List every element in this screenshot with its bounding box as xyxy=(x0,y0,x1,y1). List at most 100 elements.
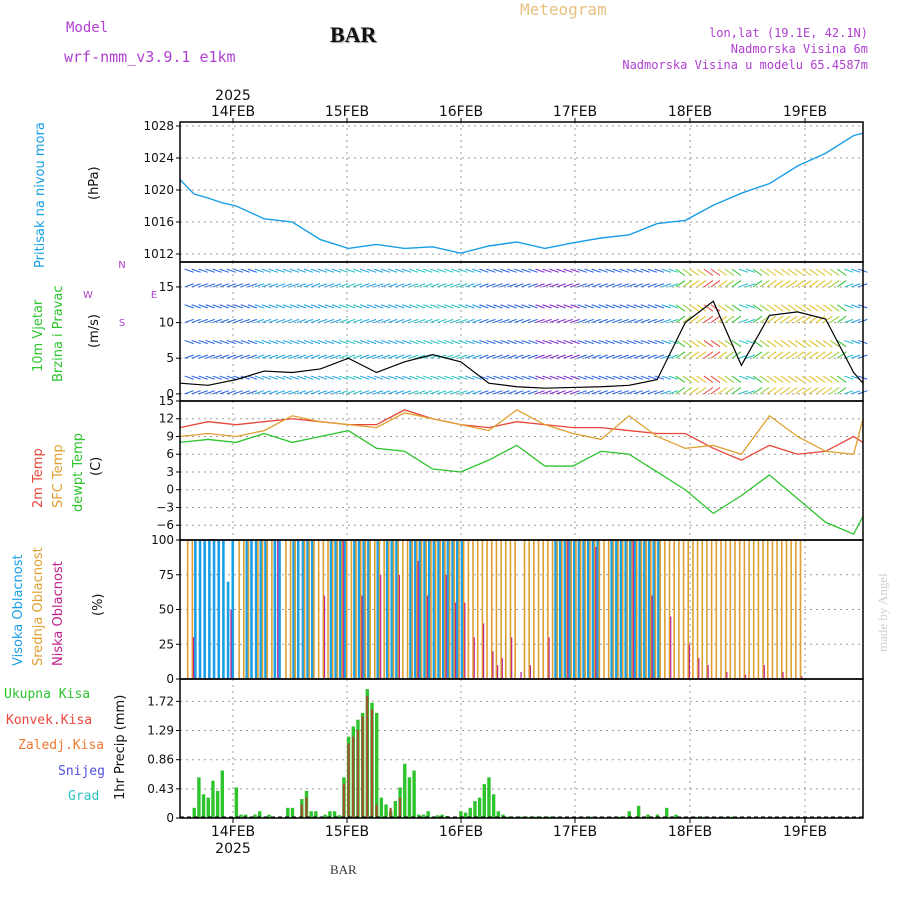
wind-barb xyxy=(528,318,538,324)
mid-cloud-bar xyxy=(729,540,732,679)
wind-barb xyxy=(577,318,587,324)
wind-barb xyxy=(275,390,286,395)
wind-barb xyxy=(549,283,559,288)
wind-barb xyxy=(619,339,629,345)
mid-cloud-bar xyxy=(570,540,573,679)
wind-barb xyxy=(654,268,664,273)
conv-precip-bar xyxy=(370,709,374,818)
wind-barb xyxy=(282,318,293,324)
wind-barb xyxy=(268,268,279,273)
wind-barb xyxy=(654,318,664,324)
panel-frame-precip xyxy=(179,678,864,819)
wind-barb xyxy=(773,304,784,312)
high-cloud-bar xyxy=(643,540,646,679)
wind-barb xyxy=(303,390,314,395)
wind-barb xyxy=(388,339,398,345)
wind-barb xyxy=(437,304,447,309)
wind-barb xyxy=(598,390,608,395)
mid-cloud-bar xyxy=(565,540,568,679)
conv-precip-bar xyxy=(389,807,392,818)
wind-barb xyxy=(444,390,454,395)
wind-barb xyxy=(731,375,742,383)
credit-watermark: made by Angel xyxy=(875,573,890,652)
high-cloud-bar xyxy=(432,540,436,679)
wind-barb xyxy=(633,268,643,273)
wind-barb xyxy=(682,375,693,383)
wind-barb xyxy=(844,339,854,345)
wind-barb xyxy=(395,304,405,309)
wind-barb xyxy=(437,390,447,395)
wind-barb xyxy=(689,351,700,359)
wind-barb xyxy=(829,268,840,276)
wind-barb xyxy=(472,375,482,380)
wind-barb xyxy=(605,339,615,345)
wind-barb xyxy=(331,375,342,380)
wind-barb xyxy=(345,339,356,345)
wind-barb xyxy=(759,387,770,395)
wind-barb xyxy=(310,304,321,309)
mid-cloud-bar xyxy=(374,540,376,679)
wind-barb xyxy=(380,318,391,324)
wind-barb xyxy=(851,318,861,324)
wind-barb xyxy=(493,354,503,359)
wind-barb xyxy=(794,268,805,276)
total-precip-bar xyxy=(337,815,341,818)
wind-barb xyxy=(380,283,391,288)
mid-cloud-bar xyxy=(650,540,652,679)
wind-barb xyxy=(675,268,686,276)
total-precip-bar xyxy=(412,770,416,818)
wind-barb xyxy=(282,390,293,395)
wind-barb xyxy=(359,339,370,345)
high-cloud-bar xyxy=(591,540,595,679)
mid-cloud-bar xyxy=(350,540,353,679)
low-cloud-bar xyxy=(398,574,400,679)
wind-barb xyxy=(738,268,749,273)
mid-cloud-bar xyxy=(444,540,446,679)
wind-barb xyxy=(458,354,468,359)
wind-barb xyxy=(612,304,622,309)
high-cloud-bar xyxy=(194,540,197,679)
wind-barb xyxy=(794,340,805,348)
wind-barb xyxy=(191,283,201,288)
mid-cloud-bar xyxy=(682,540,685,679)
wind-barb xyxy=(352,268,363,273)
wind-barb xyxy=(633,318,643,324)
wind-barb xyxy=(521,318,531,324)
wind-barb xyxy=(359,375,370,380)
wind-barb xyxy=(780,375,791,383)
wind-barb xyxy=(577,375,587,380)
wind-barb xyxy=(212,268,222,273)
wind-barb xyxy=(542,354,552,359)
wind-barb xyxy=(703,351,714,359)
high-cloud-bar xyxy=(343,540,347,679)
wind-barb xyxy=(696,268,707,276)
wind-barb xyxy=(598,339,608,345)
y-tick-label: 0.43 xyxy=(147,782,174,796)
wind-barb xyxy=(437,339,447,345)
pressure-axis-title: Pritisak na nivou mora xyxy=(33,122,48,268)
wind-barb xyxy=(577,268,587,273)
y-tick-label: −3 xyxy=(156,500,174,514)
mid-cloud-bar xyxy=(509,540,512,679)
wind-barb xyxy=(507,390,517,395)
conv-precip-bar xyxy=(300,804,303,818)
wind-barb xyxy=(247,354,257,359)
wind-barb xyxy=(745,354,756,359)
wind-barb xyxy=(766,280,777,288)
wind-barb xyxy=(212,283,222,288)
wind-barb xyxy=(380,354,391,359)
total-precip-bar xyxy=(192,807,196,818)
high-cloud-bar xyxy=(395,540,398,679)
mid-cloud-bar xyxy=(659,540,661,679)
wind-barb xyxy=(654,390,664,395)
high-cloud-bar xyxy=(353,540,356,679)
wind-barb xyxy=(198,354,208,359)
mid-cloud-axis-title: Srednja Oblacnost xyxy=(31,547,46,666)
coords-text: lon,lat (19.1E, 42.1N) xyxy=(709,26,868,40)
mid-cloud-bar xyxy=(654,540,657,679)
sfc-axis-title: SFC Temp xyxy=(51,444,66,508)
wind-barb xyxy=(275,318,286,324)
wind-barb xyxy=(437,318,447,324)
wind-barb xyxy=(233,339,243,345)
wind-barb xyxy=(352,339,363,345)
